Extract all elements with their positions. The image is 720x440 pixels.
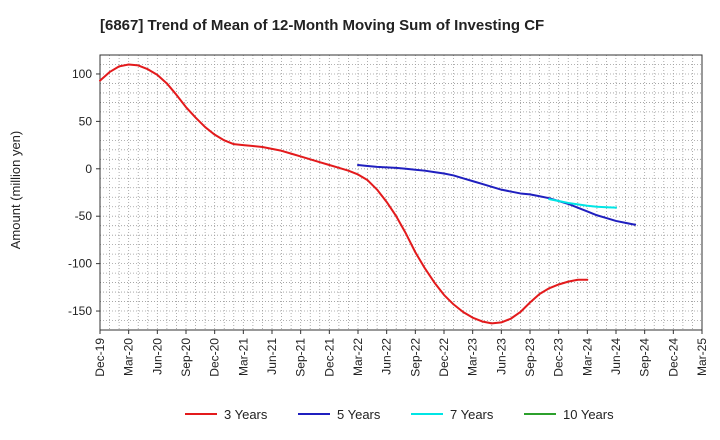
series-line-3-years xyxy=(99,63,589,325)
x-tick-label: Dec-20 xyxy=(208,338,222,377)
legend-label-7-years: 7 Years xyxy=(450,407,494,422)
chart-title: [6867] Trend of Mean of 12-Month Moving … xyxy=(100,17,544,34)
y-axis-label: Amount (million yen) xyxy=(8,131,23,250)
y-tick-label: -50 xyxy=(75,209,93,223)
plot-frame xyxy=(99,54,703,331)
series-line-7-years xyxy=(548,198,617,209)
x-tick-label: Sep-20 xyxy=(179,338,193,377)
x-tick-label: Dec-19 xyxy=(93,338,107,377)
legend-label-3-years: 3 Years xyxy=(224,407,268,422)
y-tick-label: 0 xyxy=(85,162,92,176)
x-tick-label: Dec-24 xyxy=(666,338,680,377)
grid xyxy=(100,55,702,330)
x-tick-label: Dec-23 xyxy=(552,338,566,377)
x-tick-label: Mar-25 xyxy=(695,338,709,376)
x-tick-label: Sep-23 xyxy=(523,338,537,377)
x-tick-label: Mar-24 xyxy=(580,338,594,376)
x-tick-label: Mar-23 xyxy=(466,338,480,376)
y-tick-label: 50 xyxy=(79,114,93,128)
x-tick-label: Mar-20 xyxy=(122,338,136,376)
x-tick-label: Jun-22 xyxy=(380,338,394,375)
x-tick-label: Mar-21 xyxy=(236,338,250,376)
y-axis: 100 50 0 -50 -100 -150 xyxy=(68,67,100,318)
x-tick-label: Jun-21 xyxy=(265,338,279,375)
x-tick-label: Dec-22 xyxy=(437,338,451,377)
x-tick-label: Sep-21 xyxy=(294,338,308,377)
y-tick-label: -100 xyxy=(68,257,92,271)
x-tick-label: Jun-23 xyxy=(494,338,508,375)
x-tick-label: Sep-22 xyxy=(408,338,422,377)
series-line-5-years xyxy=(357,164,637,226)
legend: 3 Years 5 Years 7 Years 10 Years xyxy=(185,407,614,422)
legend-label-5-years: 5 Years xyxy=(337,407,381,422)
series-group xyxy=(99,63,637,325)
x-tick-label: Jun-20 xyxy=(150,338,164,375)
x-tick-label: Mar-22 xyxy=(351,338,365,376)
x-tick-label: Jun-24 xyxy=(609,338,623,375)
y-tick-label: -150 xyxy=(68,304,92,318)
x-axis: Dec-19 Mar-20 Jun-20 Sep-20 Dec-20 Mar-21 Jun-… xyxy=(93,330,709,377)
y-tick-label: 100 xyxy=(72,67,92,81)
legend-label-10-years: 10 Years xyxy=(563,407,614,422)
x-tick-label: Sep-24 xyxy=(638,338,652,377)
x-tick-label: Dec-21 xyxy=(322,338,336,377)
